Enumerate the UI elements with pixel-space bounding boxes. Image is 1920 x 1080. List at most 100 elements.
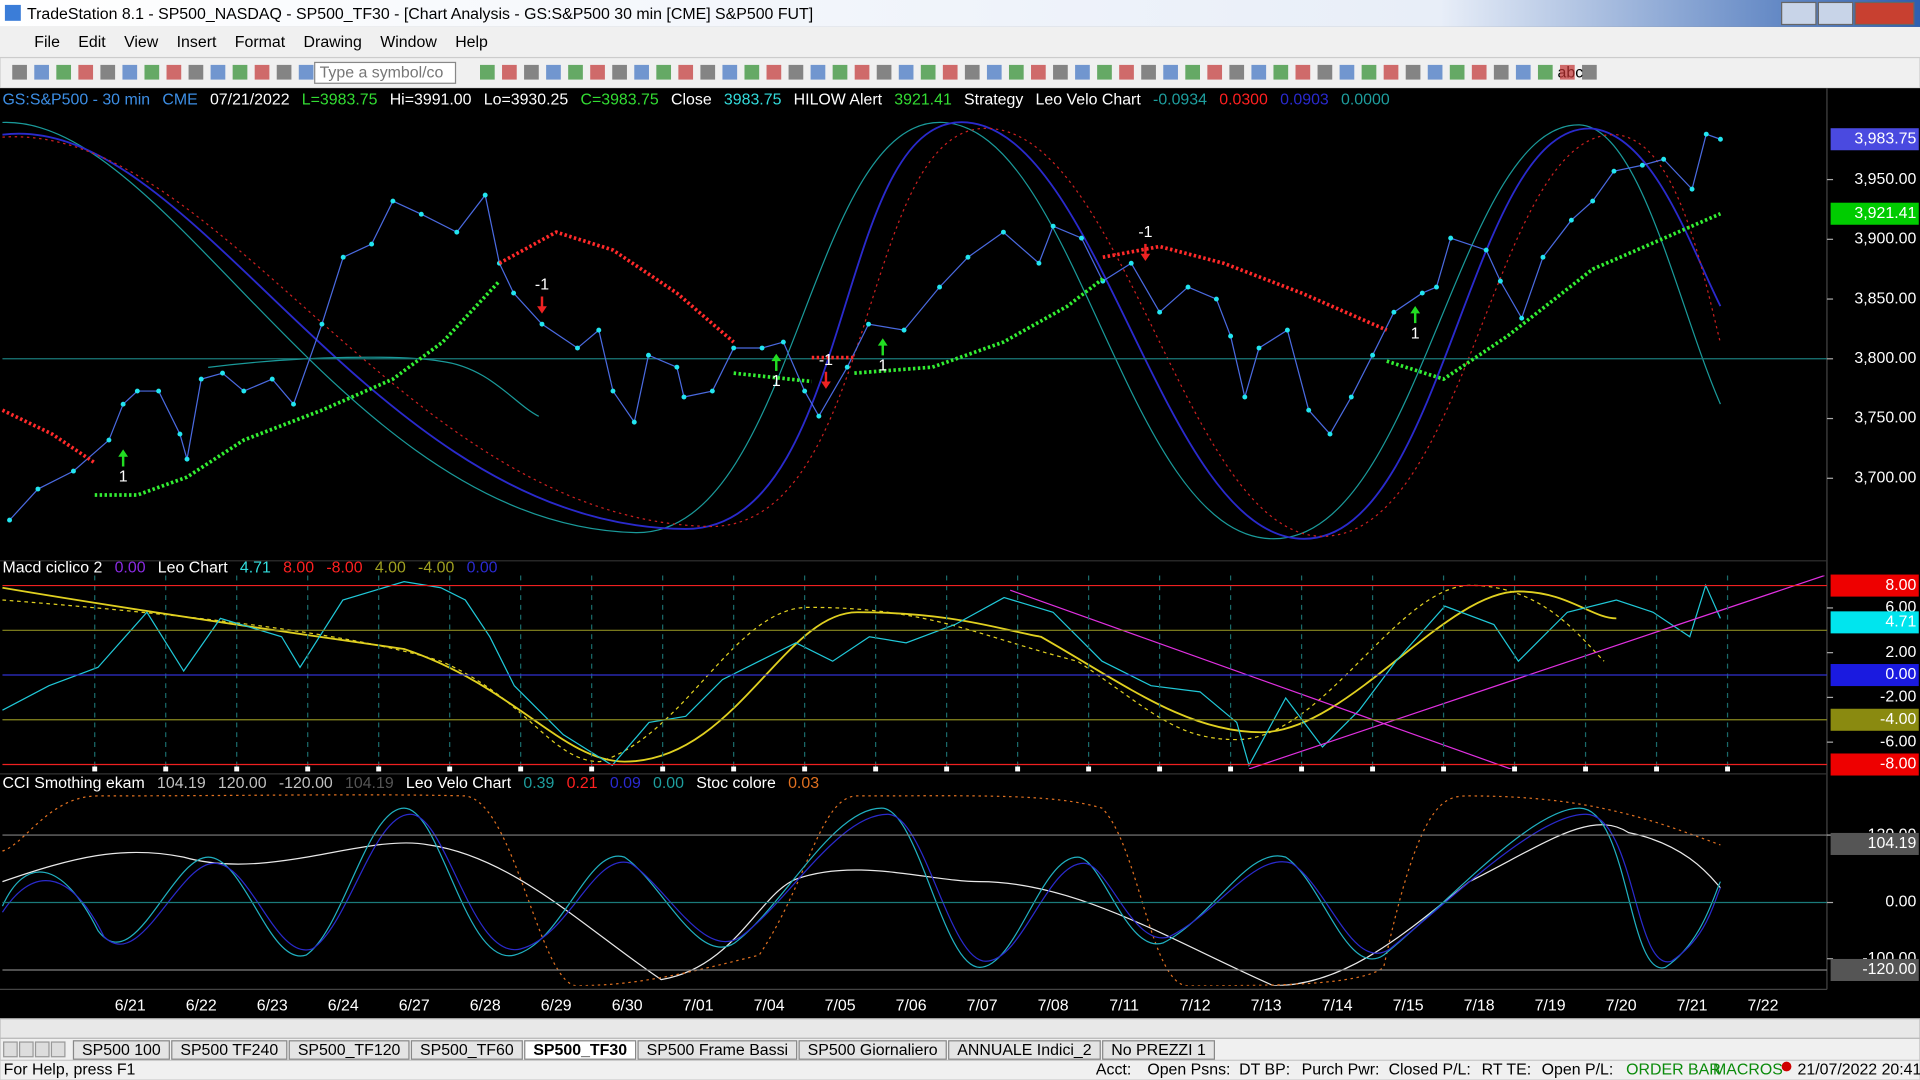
toolbar-icon[interactable] — [100, 64, 116, 80]
toolbar-icon[interactable] — [1427, 64, 1443, 80]
status-field[interactable]: MACROS — [1713, 1061, 1783, 1078]
close-button[interactable] — [1854, 1, 1915, 26]
toolbar-icon[interactable] — [34, 64, 49, 80]
toolbar-icon[interactable] — [1515, 64, 1531, 80]
toolbar-icon[interactable] — [1295, 64, 1311, 80]
toolbar-icon[interactable] — [678, 64, 694, 80]
toolbar-icon[interactable] — [1471, 64, 1487, 80]
toolbar-icon[interactable] — [188, 64, 204, 80]
menu-item[interactable]: Insert — [177, 34, 217, 51]
toolbar-icon[interactable] — [744, 64, 760, 80]
toolbar-icon[interactable] — [78, 64, 94, 80]
tab-nav-button[interactable] — [3, 1041, 18, 1058]
toolbar-icon[interactable] — [298, 64, 314, 80]
toolbar-icon[interactable] — [232, 64, 248, 80]
tab-nav-button[interactable] — [50, 1041, 66, 1058]
symbol-box[interactable] — [314, 61, 457, 84]
tab[interactable] — [948, 1040, 1101, 1060]
toolbar-icon[interactable] — [1273, 64, 1289, 80]
tab[interactable] — [524, 1040, 637, 1060]
tab-label[interactable]: ANNUALE Indici_2 — [957, 1042, 1092, 1059]
tab[interactable] — [637, 1040, 798, 1060]
scroll-bar[interactable] — [0, 1018, 1920, 1039]
toolbar-icon[interactable] — [722, 64, 738, 80]
toolbar-icon[interactable] — [1141, 64, 1156, 80]
toolbar-icon[interactable] — [634, 64, 649, 80]
toolbar-icon[interactable] — [568, 64, 583, 80]
toolbar-icon[interactable] — [986, 64, 1002, 80]
toolbar-icon[interactable] — [1185, 64, 1200, 80]
toolbar-icon[interactable] — [546, 64, 561, 80]
toolbar-icon[interactable] — [502, 64, 517, 80]
tab[interactable] — [288, 1040, 410, 1060]
toolbar-icon[interactable] — [788, 64, 804, 80]
menu-item[interactable]: Edit — [78, 34, 106, 51]
tab-label[interactable]: SP500 Frame Bassi — [647, 1042, 788, 1059]
menu-item[interactable]: Help — [455, 34, 488, 51]
toolbar-icon[interactable] — [1405, 64, 1421, 80]
tab[interactable] — [1102, 1040, 1216, 1060]
menu-item[interactable]: Format — [235, 34, 286, 51]
tab-nav-button[interactable] — [18, 1041, 34, 1058]
tab-nav-button[interactable] — [34, 1041, 50, 1058]
tab[interactable] — [72, 1040, 170, 1060]
tab[interactable] — [798, 1040, 947, 1060]
toolbar-icon[interactable] — [276, 64, 292, 80]
toolbar-icon[interactable] — [1229, 64, 1245, 80]
minimize-button[interactable] — [1781, 1, 1817, 26]
toolbar-icon[interactable] — [964, 64, 980, 80]
tab[interactable] — [171, 1040, 288, 1060]
menu-item[interactable]: View — [124, 34, 159, 51]
tab[interactable] — [410, 1040, 523, 1060]
menu-item[interactable]: Window — [380, 34, 437, 51]
toolbar-icon[interactable] — [700, 64, 716, 80]
toolbar-icon[interactable] — [656, 64, 672, 80]
tab-label[interactable]: SP500 100 — [82, 1042, 161, 1059]
tab-label[interactable]: SP500_TF120 — [298, 1042, 401, 1059]
toolbar-icon[interactable] — [1537, 64, 1553, 80]
tab-label[interactable]: SP500 Giornaliero — [808, 1042, 938, 1059]
toolbar-icon[interactable] — [1207, 64, 1223, 80]
toolbar-icon[interactable] — [810, 64, 826, 80]
toolbar-icon[interactable] — [766, 64, 782, 80]
toolbar-icon[interactable] — [122, 64, 138, 80]
toolbar-icon[interactable] — [210, 64, 226, 80]
toolbar-icon[interactable] — [1119, 64, 1134, 80]
toolbar-icon[interactable] — [144, 64, 160, 80]
toolbar-icon[interactable] — [1339, 64, 1355, 80]
tab-label[interactable]: SP500_TF30 — [533, 1042, 627, 1059]
toolbar-icon[interactable] — [612, 64, 627, 80]
toolbar-icon[interactable] — [524, 64, 539, 80]
toolbar-icon[interactable] — [876, 64, 892, 80]
toolbar-icon[interactable] — [898, 64, 914, 80]
toolbar-icon[interactable] — [56, 64, 72, 80]
toolbar-icon[interactable] — [1560, 64, 1575, 80]
toolbar-icon[interactable] — [166, 64, 182, 80]
status-field[interactable]: ORDER BAR — [1626, 1061, 1721, 1078]
toolbar-icon[interactable] — [254, 64, 270, 80]
toolbar-icon[interactable] — [1449, 64, 1465, 80]
toolbar-icon[interactable] — [590, 64, 605, 80]
menu-item[interactable]: File — [34, 34, 60, 51]
toolbar-icon[interactable] — [832, 64, 848, 80]
toolbar-icon[interactable] — [1361, 64, 1377, 80]
toolbar-icon[interactable] — [1008, 64, 1024, 80]
toolbar-icon[interactable] — [1053, 64, 1068, 80]
toolbar-icon[interactable] — [1383, 64, 1399, 80]
toolbar-icon[interactable] — [1317, 64, 1333, 80]
tab-label[interactable]: SP500 TF240 — [180, 1042, 278, 1059]
tab-label[interactable]: SP500_TF60 — [420, 1042, 514, 1059]
tab-label[interactable]: No PREZZI 1 — [1111, 1042, 1206, 1059]
menu-item[interactable]: Drawing — [304, 34, 362, 51]
maximize-button[interactable] — [1817, 1, 1854, 26]
toolbar-icon[interactable] — [480, 64, 495, 80]
toolbar-icon[interactable] — [1163, 64, 1178, 80]
toolbar-icon[interactable] — [1251, 64, 1267, 80]
toolbar-icon[interactable] — [1075, 64, 1090, 80]
toolbar-icon[interactable] — [1097, 64, 1112, 80]
toolbar-icon[interactable] — [1031, 64, 1046, 80]
toolbar-icon[interactable] — [1493, 64, 1509, 80]
toolbar-icon[interactable] — [1582, 64, 1597, 80]
toolbar-icon[interactable] — [854, 64, 870, 80]
toolbar-icon[interactable] — [920, 64, 936, 80]
